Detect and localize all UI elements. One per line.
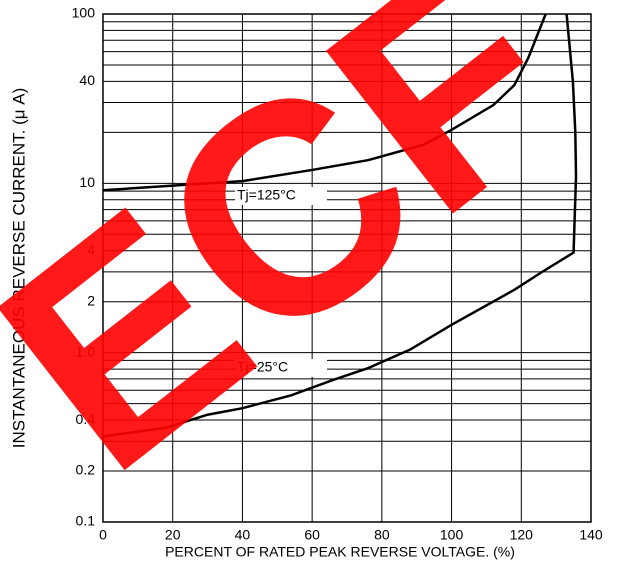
label-bg bbox=[235, 187, 327, 205]
plot-frame bbox=[102, 13, 592, 523]
x-tick-label: 100 bbox=[440, 527, 464, 543]
y-tick-label: 10 bbox=[79, 174, 95, 190]
series-label: Tj=25°C bbox=[237, 359, 288, 375]
y-tick-label: 0.2 bbox=[76, 462, 96, 478]
y-tick-label: 4 bbox=[87, 241, 95, 257]
series-line bbox=[102, 13, 547, 192]
y-tick-label: 2 bbox=[87, 292, 95, 308]
y-tick-label: 100 bbox=[72, 5, 96, 21]
x-tick-label: 120 bbox=[510, 527, 534, 543]
x-tick-label: 140 bbox=[579, 527, 603, 543]
x-tick-label: 20 bbox=[165, 527, 181, 543]
y-axis-label: INSTANTANEOUS REVERSE CURRENT. (μ A) bbox=[9, 88, 28, 449]
x-tick-label: 60 bbox=[304, 527, 320, 543]
x-axis-label: PERCENT OF RATED PEAK REVERSE VOLTAGE. (… bbox=[165, 544, 515, 560]
label-bg bbox=[235, 359, 327, 377]
series-line bbox=[102, 13, 578, 438]
y-tick-label: 0.1 bbox=[76, 513, 96, 529]
x-tick-label: 80 bbox=[374, 527, 390, 543]
x-tick-label: 40 bbox=[235, 527, 251, 543]
series-label: Tj=125°C bbox=[237, 187, 296, 203]
y-tick-label: 40 bbox=[79, 72, 95, 88]
y-tick-label: 1.0 bbox=[76, 343, 96, 359]
y-tick-label: 0.4 bbox=[76, 411, 96, 427]
x-tick-label: 0 bbox=[99, 527, 107, 543]
